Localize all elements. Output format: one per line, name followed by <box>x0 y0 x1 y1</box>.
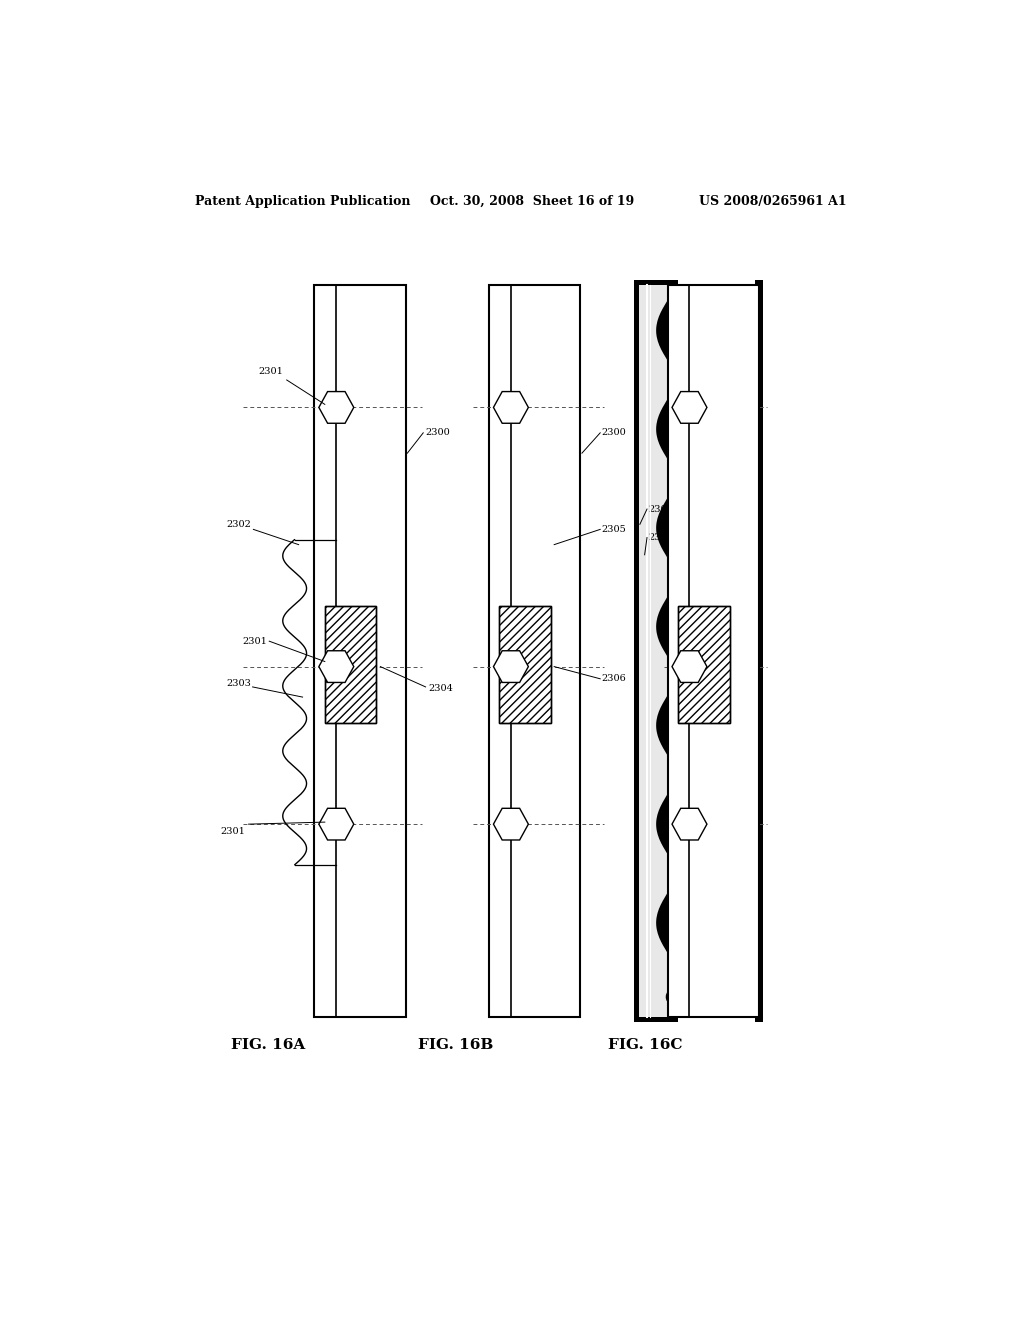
Polygon shape <box>672 808 707 840</box>
Bar <box>325 606 377 722</box>
Text: 2300: 2300 <box>602 428 627 437</box>
Text: 2302: 2302 <box>226 520 251 529</box>
Text: 2303: 2303 <box>226 680 251 688</box>
Bar <box>500 606 551 722</box>
Bar <box>678 606 729 722</box>
Bar <box>314 285 406 1018</box>
Bar <box>755 280 763 1022</box>
Polygon shape <box>672 392 707 424</box>
Bar <box>325 606 377 722</box>
Text: FIG. 16A: FIG. 16A <box>231 1038 305 1052</box>
Polygon shape <box>494 392 528 424</box>
Polygon shape <box>494 651 528 682</box>
Text: US 2008/0265961 A1: US 2008/0265961 A1 <box>699 195 847 209</box>
Text: 2300: 2300 <box>426 428 451 437</box>
Polygon shape <box>494 808 528 840</box>
Bar <box>500 606 551 722</box>
Text: Oct. 30, 2008  Sheet 16 of 19: Oct. 30, 2008 Sheet 16 of 19 <box>430 195 634 209</box>
Polygon shape <box>318 808 353 840</box>
Text: 2304: 2304 <box>428 685 453 693</box>
Text: FIG. 16C: FIG. 16C <box>608 1038 683 1052</box>
Text: FIG. 16B: FIG. 16B <box>418 1038 493 1052</box>
Polygon shape <box>318 392 353 424</box>
Bar <box>678 606 729 722</box>
Polygon shape <box>672 651 707 682</box>
Text: 2301: 2301 <box>258 367 283 376</box>
Bar <box>668 285 759 1018</box>
Text: 2307: 2307 <box>648 504 674 513</box>
Bar <box>634 280 678 1022</box>
Text: 2301: 2301 <box>242 636 267 645</box>
Text: 2301: 2301 <box>220 828 246 836</box>
Text: Patent Application Publication: Patent Application Publication <box>196 195 411 209</box>
Bar <box>489 285 581 1018</box>
Text: 2308: 2308 <box>648 533 674 543</box>
Polygon shape <box>318 651 353 682</box>
Text: 2305: 2305 <box>602 525 627 533</box>
Text: 2306: 2306 <box>602 675 627 684</box>
Bar <box>639 285 673 1018</box>
